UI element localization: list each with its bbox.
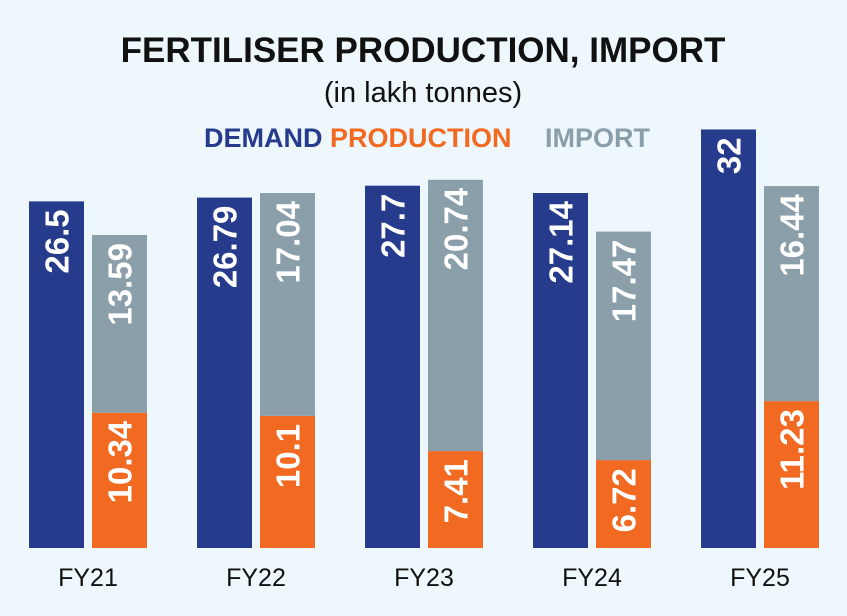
import-bar xyxy=(260,193,315,416)
demand-value-label: 32 xyxy=(711,137,748,174)
chart-subtitle: (in lakh tonnes) xyxy=(324,77,522,109)
legend-demand: DEMAND xyxy=(204,123,323,153)
production-value-label: 11.23 xyxy=(774,409,811,490)
production-value-label: 10.1 xyxy=(270,424,307,488)
production-value-label: 10.34 xyxy=(102,420,139,503)
import-bar xyxy=(764,186,819,402)
demand-bar xyxy=(29,201,84,548)
import-bar xyxy=(428,179,483,452)
demand-bar xyxy=(701,129,756,548)
import-bar xyxy=(596,231,651,461)
production-bar xyxy=(764,401,819,548)
legend-production: PRODUCTION xyxy=(330,123,512,153)
demand-bar xyxy=(533,193,588,549)
x-tick-label: FY21 xyxy=(58,564,118,592)
x-tick-label: FY24 xyxy=(562,564,622,592)
demand-value-label: 26.79 xyxy=(207,206,244,289)
import-value-label: 17.04 xyxy=(270,200,307,283)
production-bar xyxy=(92,412,147,548)
x-tick-label: FY23 xyxy=(394,564,454,592)
import-value-label: 16.44 xyxy=(774,193,811,276)
import-value-label: 13.59 xyxy=(102,243,139,326)
demand-bar xyxy=(365,185,420,548)
production-value-label: 7.41 xyxy=(438,459,475,523)
demand-bar xyxy=(197,197,252,549)
production-bar xyxy=(428,451,483,548)
demand-value-label: 26.5 xyxy=(39,209,76,273)
import-value-label: 20.74 xyxy=(438,187,475,270)
production-bar xyxy=(260,415,315,548)
production-bar xyxy=(596,460,651,548)
demand-value-label: 27.14 xyxy=(543,200,580,283)
legend-import: IMPORT xyxy=(545,123,651,153)
x-tick-label: FY22 xyxy=(226,564,286,592)
import-value-label: 17.47 xyxy=(606,240,643,323)
x-tick-label: FY25 xyxy=(730,564,790,592)
chart-title: FERTILISER PRODUCTION, IMPORT xyxy=(121,31,726,70)
import-bar xyxy=(92,234,147,413)
demand-value-label: 27.7 xyxy=(375,194,412,258)
production-value-label: 6.72 xyxy=(606,468,643,532)
